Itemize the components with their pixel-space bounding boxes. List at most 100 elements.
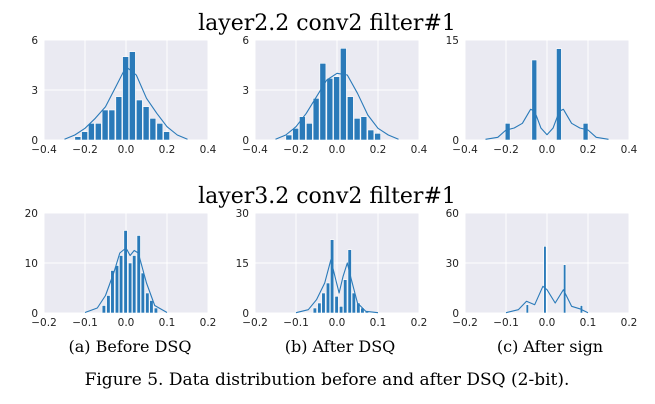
chart-1-2-ytick-label: 60 [446,208,459,220]
chart-0-0-bar [163,131,170,141]
chart-0-2-bar [504,123,511,141]
chart-1-1-bar [351,292,356,314]
chart-1-2-ytick-label: 0 [452,308,459,320]
chart-1-1-bar [334,296,339,314]
row-title-bottom: layer3.2 conv2 filter#1 [198,184,456,209]
chart-0-0-xtick-label: 0.2 [159,144,176,156]
chart-0-0-kde-line [64,66,188,140]
chart-0-0-bar [129,51,136,141]
chart-1-2-xtick-label: 0.2 [621,317,638,329]
chart-1-2-xtick-label: 0.1 [580,317,597,329]
chart-0-2-xtick-label: 0.4 [621,144,638,156]
chart-0-1-bar [326,78,334,141]
chart-0-0-bar [136,99,143,141]
chart-0-0-bar [95,123,102,141]
chart-1-0-bar [153,307,158,314]
figure-caption: Figure 5. Data distribution before and a… [85,370,570,390]
chart-1-0-bar [114,265,120,314]
chart-1-1-xtick-label: 0.2 [411,317,428,329]
chart-1-0-bar [128,262,133,314]
chart-1-0-bar [132,255,137,314]
chart-1-0-bar [101,305,106,314]
chart-1-2-bar [563,264,567,314]
chart-0-2-xtick-label: −0.4 [452,144,478,156]
chart-0-1-bar [340,48,347,141]
chart-0-0-ytick-label: 0 [31,135,38,147]
chart-0-0-bar [142,106,150,141]
chart-1-1-ytick-label: 0 [242,308,249,320]
chart-0-2-bar [556,48,562,141]
caption-b: (b) After DSQ [285,337,396,356]
chart-0-2-xtick-label: 0.0 [539,144,556,156]
chart-1-0-xtick-label: 0.1 [159,317,176,329]
chart-0-1-bar [306,123,313,141]
chart-1-1-xtick-label: 0.1 [370,317,387,329]
chart-1-1-bar [339,306,344,314]
chart-0-1-bar [374,133,381,141]
chart-0-1-xtick-label: −0.2 [283,144,309,156]
chart-1-2: −0.2 −0.1 0.0 0.1 0.2 0 30 60 [446,208,638,329]
chart-1-1-bar [325,282,331,314]
chart-0-2: −0.4 −0.2 0.0 0.2 0.4 0 15 [446,35,638,156]
chart-1-0-bar [119,255,124,314]
chart-0-1-ytick-label: 0 [242,135,249,147]
chart-1-0-kde-line [84,247,168,314]
chart-1-0-bar [136,235,141,314]
chart-1-0: −0.2 −0.1 0.0 0.1 0.2 0 10 20 [25,208,217,329]
chart-1-0-xtick-label: −0.2 [31,317,57,329]
chart-0-1-bar [333,76,340,141]
chart-0-0-xtick-label: 0.4 [200,144,217,156]
chart-0-0-bar [149,118,157,141]
chart-0-0: −0.4 −0.2 0.0 0.2 0.4 0 3 6 [31,35,216,156]
chart-0-0-xtick-label: 0.0 [118,144,135,156]
chart-1-2-bar [525,304,529,314]
chart-1-0-bar [123,230,128,314]
chart-0-0-bar [74,136,82,141]
chart-1-0-bar [140,272,145,314]
chart-0-0-xtick-label: −0.2 [72,144,98,156]
chart-0-1-ytick-label: 3 [242,85,249,97]
chart-1-1-bar [356,302,361,314]
chart-1-0-xtick-label: 0.2 [200,317,217,329]
chart-1-1-bar [321,292,326,314]
chart-0-1-bar [347,96,354,141]
chart-1-2-bar [543,246,547,314]
chart-0-0-bar [88,123,95,141]
chart-1-0-bar [106,295,111,314]
chart-0-0-ytick-label: 3 [31,85,38,97]
chart-1-0-ytick-label: 0 [31,308,38,320]
chart-0-2-ytick-label: 15 [446,35,459,47]
chart-0-0-bar [122,56,129,141]
chart-1-1-ytick-label: 30 [236,208,249,220]
chart-0-1-kde-line [275,72,399,140]
chart-0-1-bar [312,98,320,141]
chart-0-1-bar [285,134,293,141]
chart-1-2-xtick-label: −0.2 [452,317,478,329]
chart-1-1-xtick-label: −0.2 [242,317,268,329]
chart-1-1-bar [312,307,317,314]
chart-1-1-bar [330,239,335,314]
chart-1-2-xtick-label: 0.0 [539,317,556,329]
chart-0-0-bar [101,109,109,141]
chart-0-1-bar [299,116,306,141]
chart-0-0-bar [115,96,123,141]
caption-c: (c) After sign [497,337,603,356]
chart-0-1-bar [353,118,361,141]
chart-1-1: −0.2 −0.1 0.0 0.1 0.2 0 15 30 [236,208,428,329]
row-title-top: layer2.2 conv2 filter#1 [198,11,456,36]
chart-0-1-bar [360,116,368,141]
chart-0-0-xtick-label: −0.4 [31,144,57,156]
chart-0-2-kde-line [485,108,609,140]
chart-0-1-xtick-label: 0.4 [411,144,428,156]
chart-0-1: −0.4 −0.2 0.0 0.2 0.4 0 3 6 [242,35,427,156]
chart-0-2-bar [531,59,538,141]
chart-0-1-bar [319,63,327,141]
chart-1-1-kde-line [295,259,379,314]
chart-0-2-xtick-label: 0.2 [580,144,597,156]
chart-0-0-bar [156,123,164,141]
chart-1-0-xtick-label: −0.1 [72,317,98,329]
chart-0-1-ytick-label: 6 [242,35,249,47]
chart-0-0-bar [81,131,88,141]
chart-1-0-bar [145,292,150,314]
caption-a: (a) Before DSQ [69,337,192,356]
